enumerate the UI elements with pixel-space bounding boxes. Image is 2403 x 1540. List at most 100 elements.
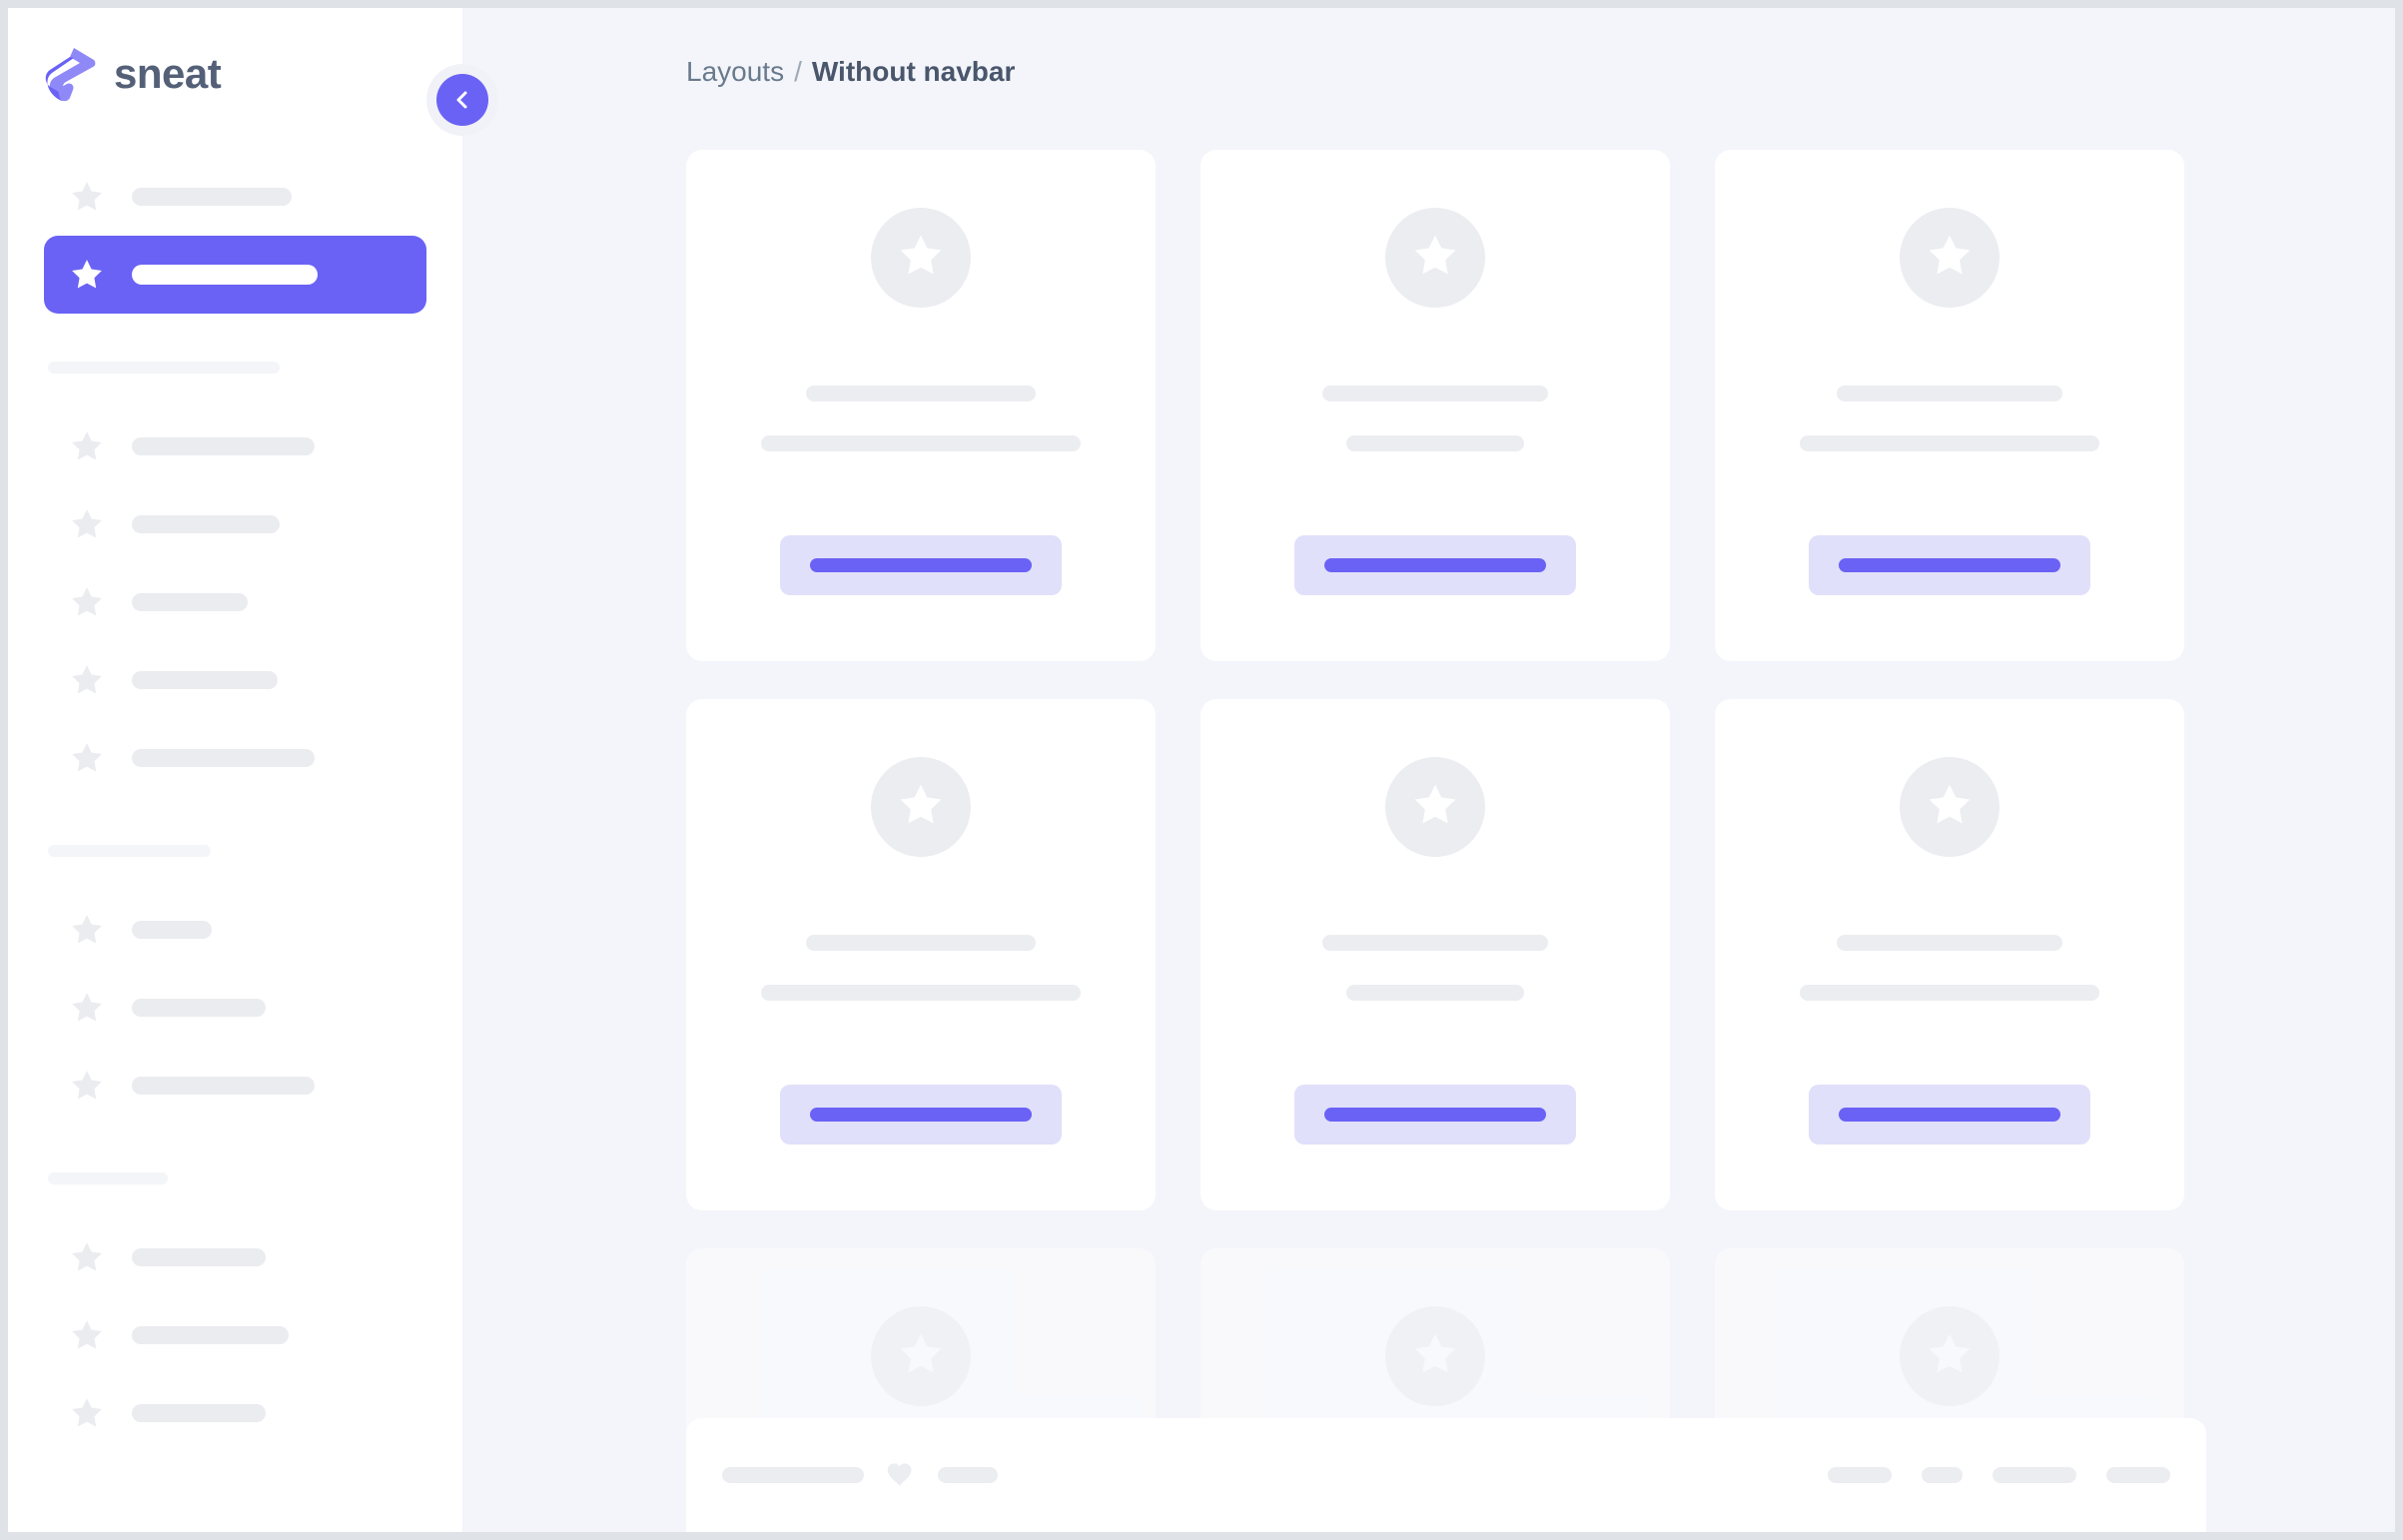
footer-link-placeholder[interactable] [2106,1467,2170,1483]
breadcrumb-separator: / [794,56,802,87]
sidebar-item-label-placeholder [132,188,292,206]
star-icon [68,256,106,294]
app-window: sneat Layouts / Without navbar [8,8,2395,1532]
skeleton-card[interactable] [1715,699,2184,1210]
sidebar-group-gap [8,314,462,362]
skeleton-card[interactable] [1715,150,2184,661]
card-avatar [1900,1306,2000,1406]
skeleton-card[interactable] [686,150,1156,661]
card-avatar [1900,757,2000,857]
card-text-placeholder [1837,935,2062,951]
star-icon [68,427,106,465]
sidebar-item-label-placeholder [132,999,266,1017]
star-icon [1409,1328,1461,1385]
sidebar-item-label-placeholder [132,1326,289,1344]
card-action-button[interactable] [780,535,1062,595]
card-text-placeholder [761,435,1081,451]
card-button-label-placeholder [810,1108,1032,1122]
star-icon [1409,779,1461,836]
sidebar-item-label-placeholder [132,265,318,285]
card-text-placeholder [1322,935,1548,951]
skeleton-card[interactable] [1201,150,1670,661]
star-icon [895,230,947,287]
card-action-button[interactable] [1809,1085,2090,1145]
footer-text-placeholder[interactable] [938,1467,998,1483]
star-icon [68,911,106,949]
sidebar-item-active[interactable] [44,236,426,314]
footer-text-placeholder[interactable] [722,1467,864,1483]
card-action-button[interactable] [1294,1085,1576,1145]
card-button-label-placeholder [1839,558,2060,572]
sidebar-item[interactable] [44,158,426,236]
footer-link-placeholder[interactable] [1828,1467,1892,1483]
sidebar-item-label-placeholder [132,1404,266,1422]
footer-left-group [722,1460,998,1490]
sidebar-item[interactable] [44,719,426,797]
sidebar-group-gap [8,1125,462,1172]
star-icon [1924,1328,1976,1385]
sidebar-item[interactable] [44,1047,426,1125]
star-icon [68,1316,106,1354]
sidebar-menu [8,158,462,1452]
sidebar-item-label-placeholder [132,921,212,939]
star-icon [68,583,106,621]
star-icon [68,1394,106,1432]
star-icon [1924,779,1976,836]
star-icon [68,989,106,1027]
breadcrumb-current: Without navbar [811,56,1016,87]
sidebar-item[interactable] [44,1218,426,1296]
star-icon [68,178,106,216]
card-button-label-placeholder [810,558,1032,572]
star-icon [68,505,106,543]
card-text-placeholder [761,985,1081,1001]
star-icon [895,779,947,836]
card-text-placeholder [1800,435,2099,451]
card-text-placeholder [1346,985,1524,1001]
sidebar-item[interactable] [44,485,426,563]
sidebar-item[interactable] [44,1296,426,1374]
card-action-button[interactable] [1809,535,2090,595]
sidebar-section-divider [48,1172,168,1184]
card-avatar [1900,208,2000,308]
card-text-placeholder [1346,435,1524,451]
sidebar-item[interactable] [44,891,426,969]
sidebar-item[interactable] [44,1374,426,1452]
sidebar-item[interactable] [44,641,426,719]
heart-icon[interactable] [886,1460,916,1490]
sidebar-item-label-placeholder [132,749,315,767]
sidebar-group-gap [8,1184,462,1218]
card-text-placeholder [1322,385,1548,401]
card-button-label-placeholder [1324,558,1546,572]
card-text-placeholder [806,935,1036,951]
card-avatar [871,757,971,857]
sidebar-section-divider [48,845,211,857]
footer-link-placeholder[interactable] [1993,1467,2076,1483]
skeleton-card-grid [686,150,2206,1532]
star-icon [1924,230,1976,287]
skeleton-card[interactable] [1201,699,1670,1210]
breadcrumb: Layouts / Without navbar [686,56,1015,88]
skeleton-card[interactable] [686,699,1156,1210]
breadcrumb-parent[interactable]: Layouts [686,56,785,87]
sidebar-group-gap [8,797,462,845]
sidebar-item-label-placeholder [132,1077,315,1095]
star-icon [1409,230,1461,287]
card-avatar [871,1306,971,1406]
card-avatar [871,208,971,308]
sidebar-collapse-toggle[interactable] [426,64,498,136]
card-avatar [1385,757,1485,857]
card-action-button[interactable] [780,1085,1062,1145]
footer-right-links [1828,1467,2170,1483]
sidebar-item[interactable] [44,563,426,641]
sidebar-item[interactable] [44,407,426,485]
sidebar-section-divider [48,362,280,374]
sidebar: sneat [8,8,498,1532]
card-avatar [1385,208,1485,308]
footer-link-placeholder[interactable] [1922,1467,1963,1483]
sidebar-item[interactable] [44,969,426,1047]
sidebar-group-gap [8,857,462,891]
sneat-s-logo-icon [44,46,96,102]
star-icon [68,1067,106,1105]
card-action-button[interactable] [1294,535,1576,595]
brand[interactable]: sneat [44,46,222,102]
